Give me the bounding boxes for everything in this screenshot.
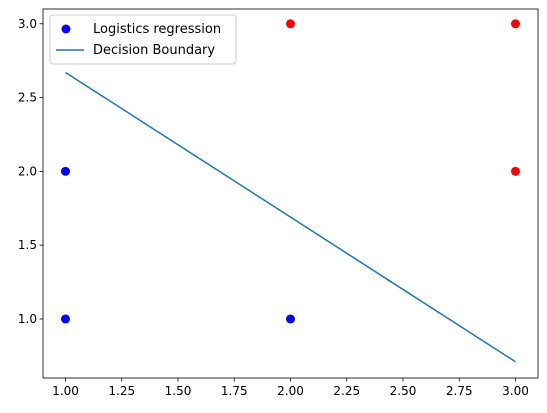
- scatter-point-blue-0: [61, 314, 70, 324]
- scatter-point-red-0: [286, 19, 295, 29]
- x-tick-label: 1.75: [221, 384, 248, 398]
- series-layer: [61, 19, 520, 363]
- legend-marker-logistics-regression: [61, 24, 71, 34]
- x-tick-label: 1.50: [165, 384, 192, 398]
- y-tick-label: 2.0: [18, 164, 37, 178]
- axes-layer: 1.00 1.25 1.50 1.75 2.00 2.25 2.50 2.75 3.00 1.0 1…: [18, 8, 539, 398]
- scatter-point-red-1: [511, 19, 520, 29]
- y-tick-label: 2.5: [18, 91, 37, 105]
- legend-label-decision-boundary: Decision Boundary: [93, 43, 215, 58]
- x-tick-label: 2.25: [333, 384, 360, 398]
- legend: Logistics regression Decision Boundary: [49, 14, 237, 65]
- scatter-point-blue-2: [286, 314, 295, 324]
- x-tick-label: 2.00: [277, 384, 304, 398]
- decision-boundary-line: [65, 71, 516, 363]
- legend-label-logistics-regression: Logistics regression: [93, 22, 221, 37]
- scatter-point-red-2: [511, 166, 520, 176]
- x-tick-label: 1.00: [52, 384, 79, 398]
- y-tick-label: 1.5: [18, 238, 37, 252]
- y-tick-label: 1.0: [18, 312, 37, 326]
- x-tick-label: 2.75: [446, 384, 473, 398]
- x-tick-label: 1.25: [108, 384, 135, 398]
- legend-box: [49, 14, 237, 65]
- y-tick-label: 3.0: [18, 17, 37, 31]
- x-tick-label: 3.00: [502, 384, 529, 398]
- x-tick-label: 2.50: [390, 384, 417, 398]
- scatter-point-blue-1: [61, 166, 70, 176]
